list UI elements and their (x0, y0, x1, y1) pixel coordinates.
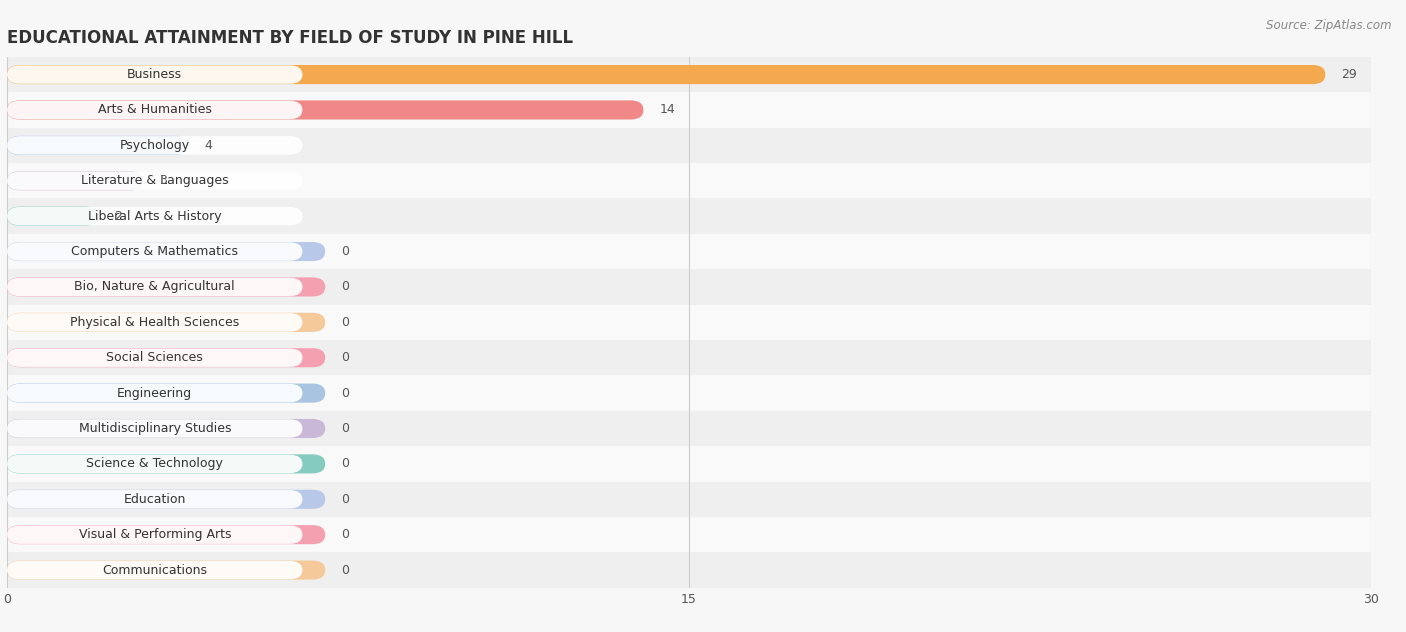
FancyBboxPatch shape (7, 454, 325, 473)
FancyBboxPatch shape (0, 411, 1385, 446)
Text: 0: 0 (342, 351, 349, 364)
FancyBboxPatch shape (7, 525, 302, 544)
Text: Arts & Humanities: Arts & Humanities (98, 104, 212, 116)
FancyBboxPatch shape (0, 269, 1385, 305)
FancyBboxPatch shape (7, 100, 302, 119)
FancyBboxPatch shape (0, 375, 1385, 411)
Text: EDUCATIONAL ATTAINMENT BY FIELD OF STUDY IN PINE HILL: EDUCATIONAL ATTAINMENT BY FIELD OF STUDY… (7, 29, 574, 47)
FancyBboxPatch shape (7, 65, 302, 84)
FancyBboxPatch shape (7, 207, 98, 226)
Text: Visual & Performing Arts: Visual & Performing Arts (79, 528, 231, 541)
FancyBboxPatch shape (0, 163, 1385, 198)
Text: 2: 2 (114, 210, 122, 222)
FancyBboxPatch shape (7, 207, 302, 226)
FancyBboxPatch shape (7, 561, 302, 580)
Text: Literature & Languages: Literature & Languages (82, 174, 229, 187)
Text: 0: 0 (342, 316, 349, 329)
FancyBboxPatch shape (7, 419, 325, 438)
FancyBboxPatch shape (7, 277, 302, 296)
Text: Social Sciences: Social Sciences (107, 351, 202, 364)
Text: Physical & Health Sciences: Physical & Health Sciences (70, 316, 239, 329)
Text: Liberal Arts & History: Liberal Arts & History (89, 210, 222, 222)
FancyBboxPatch shape (0, 234, 1385, 269)
Text: Multidisciplinary Studies: Multidisciplinary Studies (79, 422, 231, 435)
Text: 14: 14 (659, 104, 675, 116)
FancyBboxPatch shape (7, 136, 302, 155)
Text: Computers & Mathematics: Computers & Mathematics (72, 245, 238, 258)
Text: 0: 0 (342, 528, 349, 541)
FancyBboxPatch shape (0, 517, 1385, 552)
Text: Engineering: Engineering (117, 387, 193, 399)
FancyBboxPatch shape (7, 419, 302, 438)
FancyBboxPatch shape (7, 454, 302, 473)
Text: Psychology: Psychology (120, 139, 190, 152)
Text: 0: 0 (342, 564, 349, 576)
Text: 0: 0 (342, 387, 349, 399)
FancyBboxPatch shape (0, 482, 1385, 517)
FancyBboxPatch shape (7, 242, 302, 261)
Text: 0: 0 (342, 281, 349, 293)
FancyBboxPatch shape (7, 490, 302, 509)
FancyBboxPatch shape (7, 242, 325, 261)
Text: 0: 0 (342, 458, 349, 470)
FancyBboxPatch shape (7, 100, 644, 119)
Text: Source: ZipAtlas.com: Source: ZipAtlas.com (1267, 19, 1392, 32)
FancyBboxPatch shape (0, 57, 1385, 92)
Text: Bio, Nature & Agricultural: Bio, Nature & Agricultural (75, 281, 235, 293)
Text: 0: 0 (342, 493, 349, 506)
FancyBboxPatch shape (0, 128, 1385, 163)
Text: Business: Business (127, 68, 183, 81)
FancyBboxPatch shape (7, 171, 302, 190)
FancyBboxPatch shape (7, 277, 325, 296)
FancyBboxPatch shape (7, 65, 1326, 84)
FancyBboxPatch shape (0, 446, 1385, 482)
FancyBboxPatch shape (0, 198, 1385, 234)
FancyBboxPatch shape (7, 313, 302, 332)
FancyBboxPatch shape (7, 348, 325, 367)
FancyBboxPatch shape (0, 305, 1385, 340)
Text: Education: Education (124, 493, 186, 506)
Text: Communications: Communications (103, 564, 207, 576)
FancyBboxPatch shape (0, 552, 1385, 588)
FancyBboxPatch shape (0, 92, 1385, 128)
Text: Science & Technology: Science & Technology (86, 458, 224, 470)
FancyBboxPatch shape (7, 348, 302, 367)
FancyBboxPatch shape (7, 561, 325, 580)
Text: 29: 29 (1341, 68, 1357, 81)
Text: 0: 0 (342, 422, 349, 435)
FancyBboxPatch shape (0, 340, 1385, 375)
FancyBboxPatch shape (7, 136, 188, 155)
FancyBboxPatch shape (7, 490, 325, 509)
Text: 3: 3 (159, 174, 167, 187)
FancyBboxPatch shape (7, 384, 325, 403)
Text: 4: 4 (205, 139, 212, 152)
FancyBboxPatch shape (7, 313, 325, 332)
FancyBboxPatch shape (7, 384, 302, 403)
Text: 0: 0 (342, 245, 349, 258)
FancyBboxPatch shape (7, 525, 325, 544)
FancyBboxPatch shape (7, 171, 143, 190)
